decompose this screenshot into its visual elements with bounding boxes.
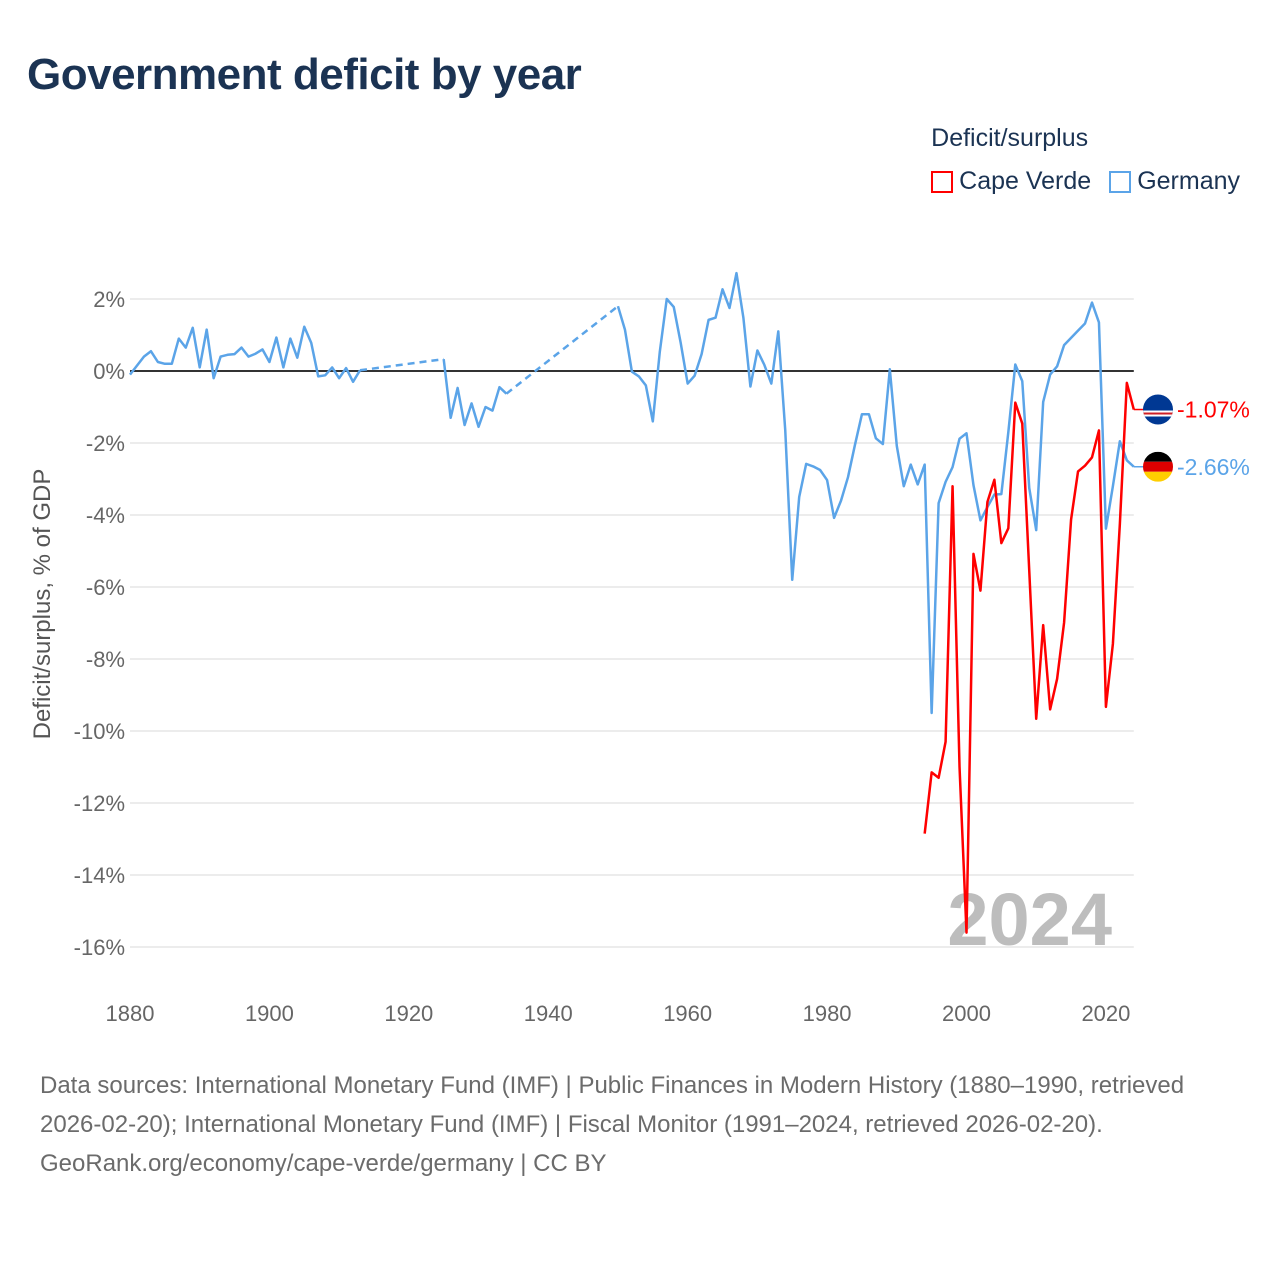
- gridlines: [130, 298, 1134, 948]
- legend-label: Cape Verde: [959, 167, 1092, 195]
- flag-stripe: [1143, 451, 1173, 462]
- line-chart: 2% 0% -2% -4% -6% -8% -10% -12% -14% -16% 1880 190…: [29, 271, 1250, 1026]
- x-tick-label: 1960: [663, 1001, 712, 1026]
- flag-stripe: [1143, 471, 1173, 482]
- x-tick-label: 1920: [384, 1001, 433, 1026]
- y-tick-label: -2%: [86, 431, 125, 456]
- x-tick-label: 1880: [106, 1001, 155, 1026]
- flag-cape-verde-icon: [1143, 394, 1173, 425]
- y-tick-label: 2%: [93, 287, 125, 312]
- y-axis-label: Deficit/surplus, % of GDP: [29, 469, 56, 740]
- series-lines: [129, 271, 1136, 934]
- y-tick-label: -16%: [74, 935, 125, 960]
- x-tick-label: 2000: [942, 1001, 991, 1026]
- series-gap-germany: [505, 305, 619, 395]
- y-tick-label: -8%: [86, 647, 125, 672]
- y-tick-label: -4%: [86, 503, 125, 528]
- y-axis: 2% 0% -2% -4% -6% -8% -10% -12% -14% -16%: [74, 287, 125, 960]
- series-gap-germany: [359, 357, 444, 372]
- footer: Data sources: International Monetary Fun…: [40, 1066, 1240, 1183]
- data-sources: Data sources: International Monetary Fun…: [40, 1072, 1185, 1138]
- x-axis: 1880 1900 1920 1940 1960 1980 2000 2020: [106, 1001, 1131, 1026]
- credit-link[interactable]: GeoRank.org/economy/cape-verde/germany |…: [40, 1150, 607, 1177]
- flag-germany-icon: [1143, 451, 1173, 482]
- flag-stripe: [1143, 412, 1173, 415]
- year-watermark: 2024: [947, 878, 1112, 961]
- y-tick-label: 0%: [93, 359, 125, 384]
- y-tick-label: -10%: [74, 719, 125, 744]
- series-line-germany: [129, 325, 362, 384]
- y-tick-label: -12%: [74, 791, 125, 816]
- x-tick-label: 1900: [245, 1001, 294, 1026]
- legend-swatch-cape-verde: [931, 170, 954, 193]
- legend-swatch-germany: [1109, 170, 1132, 193]
- x-tick-label: 2020: [1081, 1001, 1130, 1026]
- legend-item-germany[interactable]: Germany: [1109, 167, 1240, 196]
- legend-label: Germany: [1137, 167, 1240, 195]
- end-label-germany: -2.66%: [1177, 454, 1250, 480]
- end-labels: -2.66% -1.07%: [1133, 394, 1250, 482]
- legend-item-cape-verde[interactable]: Cape Verde: [931, 167, 1091, 196]
- series-line-cape-verde: [923, 381, 1136, 934]
- end-label-cape-verde: -1.07%: [1177, 397, 1250, 423]
- flag-stripes: [1143, 451, 1173, 482]
- flag-stripe: [1143, 461, 1173, 472]
- series-line-germany: [616, 271, 1135, 715]
- x-tick-label: 1940: [524, 1001, 573, 1026]
- legend: Deficit/surplus Cape Verde Germany: [931, 124, 1240, 196]
- y-tick-label: -6%: [86, 575, 125, 600]
- legend-title: Deficit/surplus: [931, 124, 1089, 152]
- series-line-germany: [442, 358, 508, 429]
- chart-title: Government deficit by year: [27, 50, 582, 99]
- flag-stripes: [1143, 394, 1173, 425]
- flag-field: [1143, 394, 1173, 425]
- x-tick-label: 1980: [803, 1001, 852, 1026]
- y-tick-label: -14%: [74, 863, 125, 888]
